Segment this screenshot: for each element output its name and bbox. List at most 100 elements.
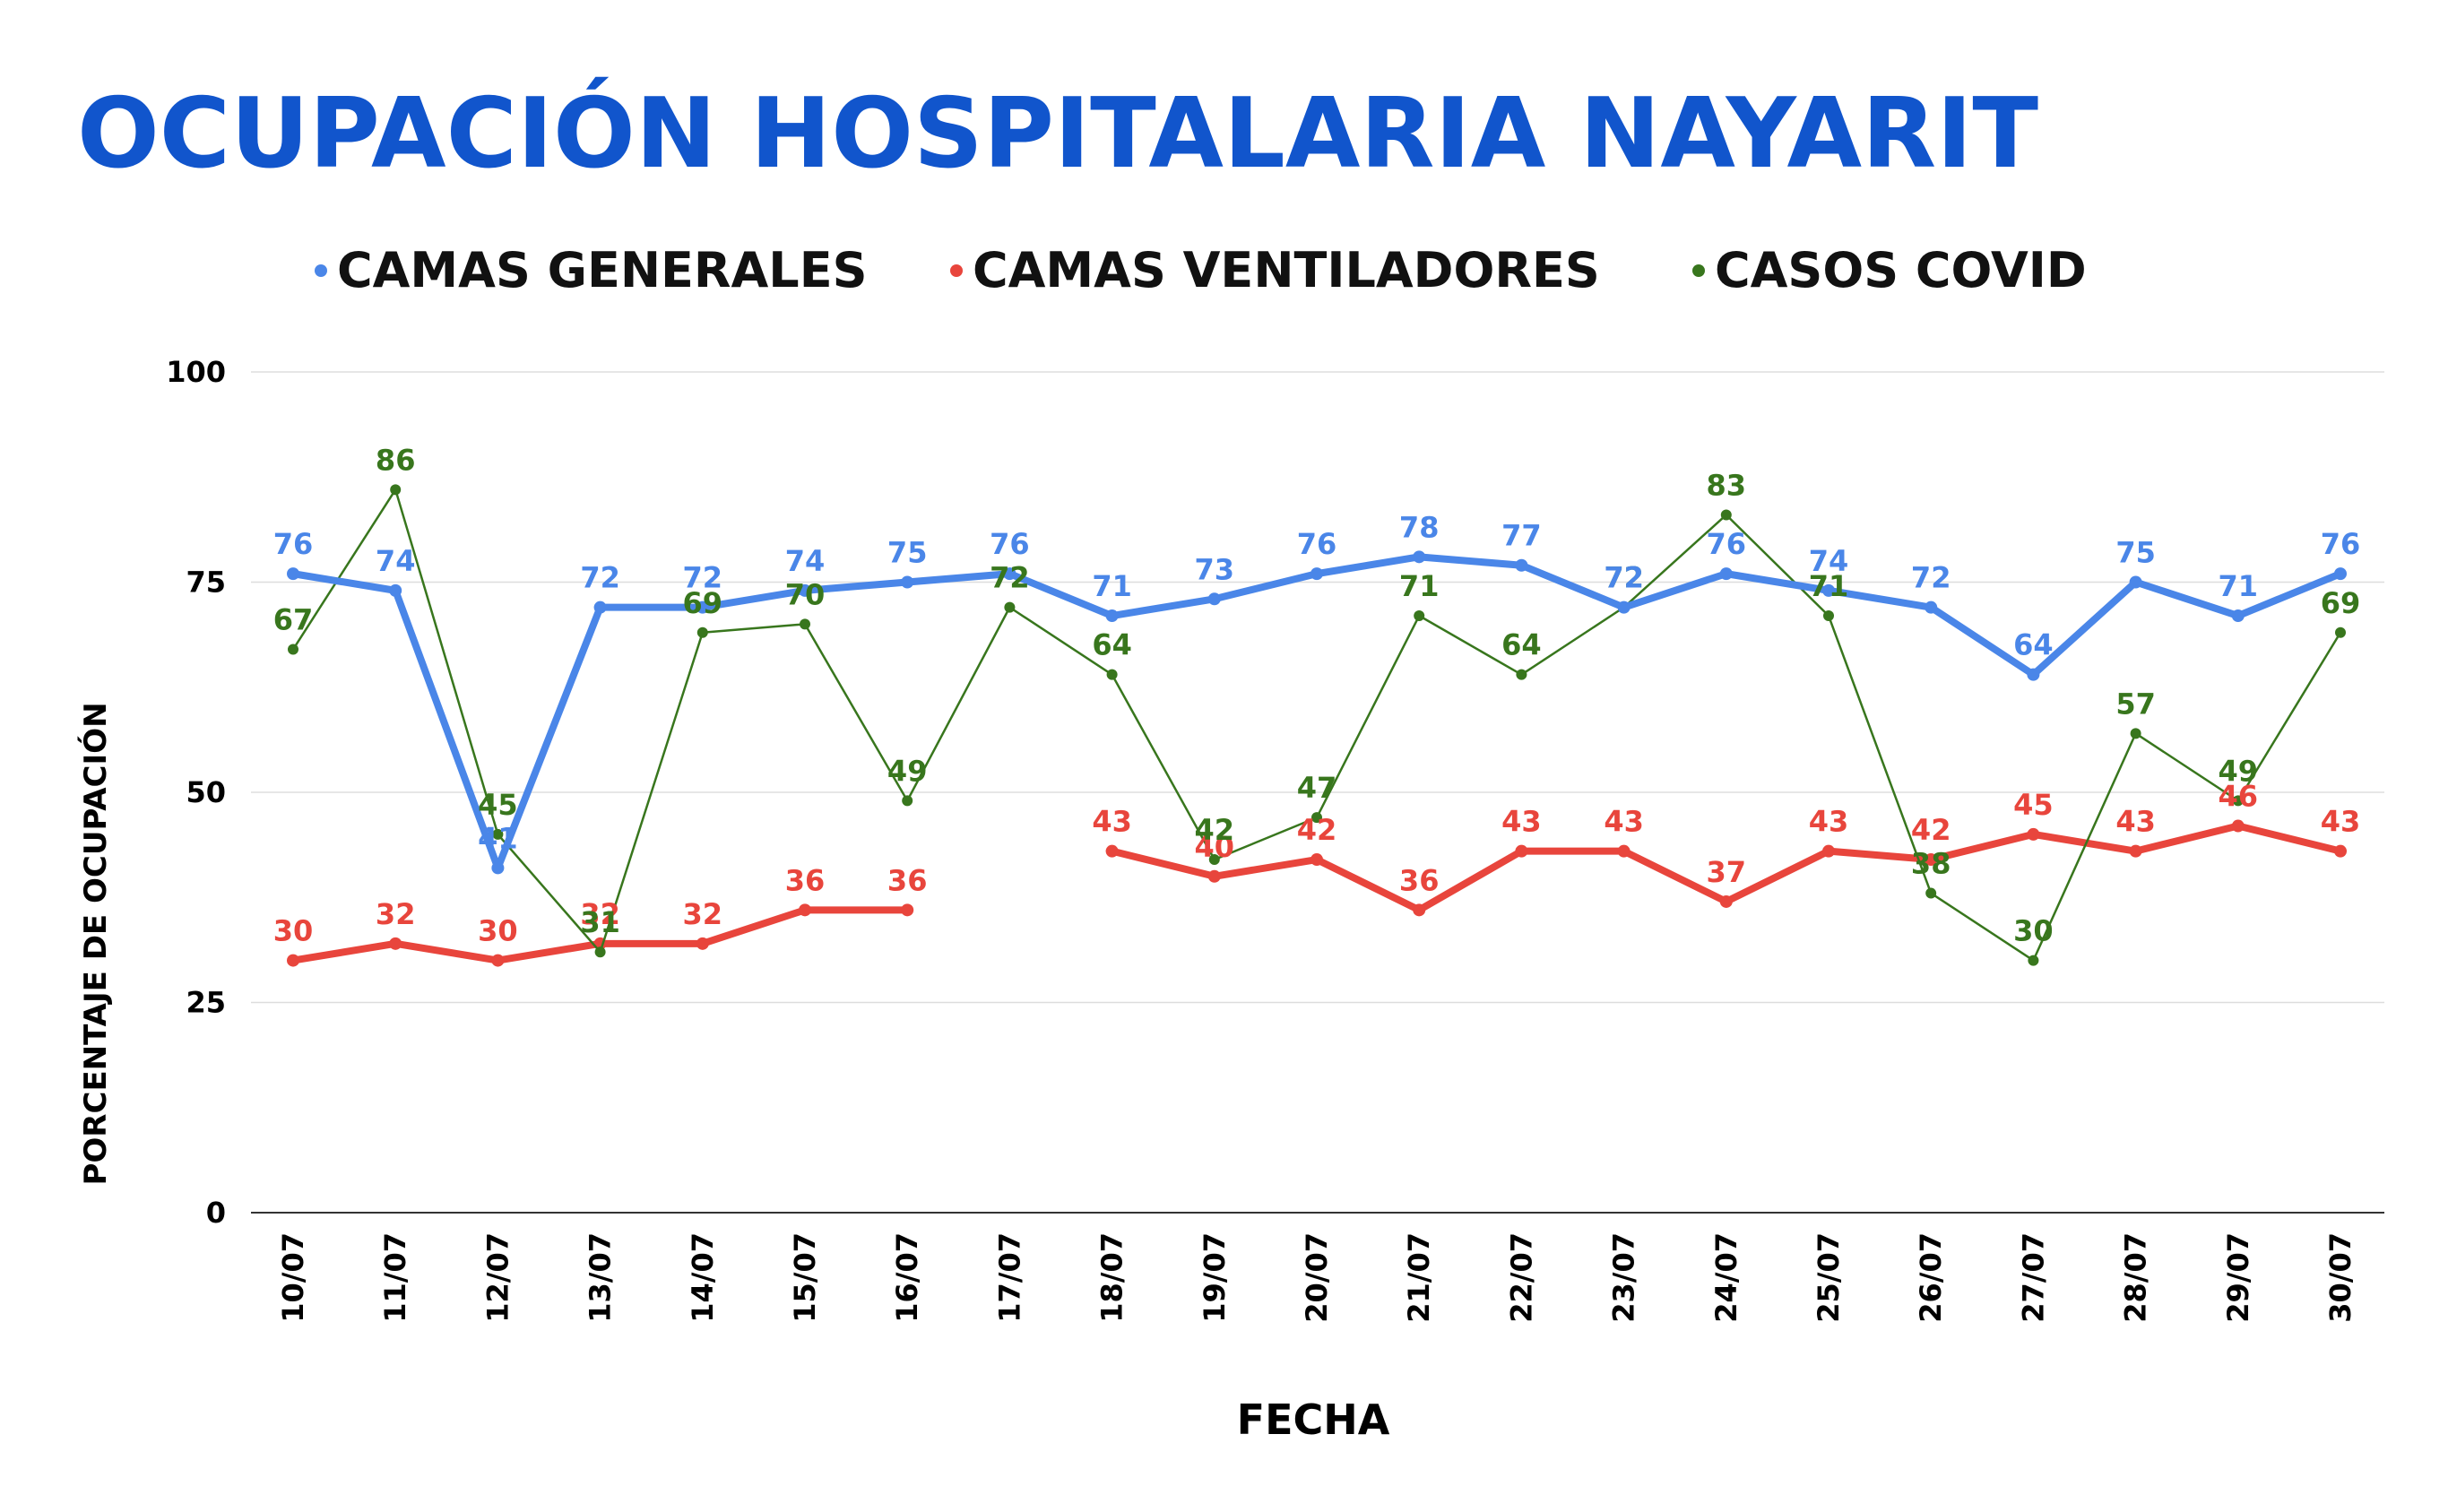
x-tick-label: 20/07 [1300,1232,1334,1323]
data-point [2334,844,2347,858]
data-point [1003,567,1016,581]
data-point [1413,903,1426,917]
data-point [2028,955,2039,966]
gridlines [251,371,2384,1214]
data-point [1822,844,1835,858]
x-tick-label: 21/07 [1402,1232,1436,1323]
data-label: 43 [2321,805,2361,839]
data-label: 43 [1501,805,1542,839]
series-2 [288,484,2346,966]
series-0 [287,550,2347,875]
data-label: 32 [683,897,723,931]
x-tick-label: 14/07 [686,1232,720,1323]
data-point [1925,853,1938,867]
data-point [1515,844,1528,858]
data-label: 36 [785,863,826,897]
data-label: 83 [1707,468,1747,502]
data-label: 38 [1911,847,1951,881]
x-tick-label: 22/07 [1504,1232,1538,1323]
y-tick-label: 0 [206,1196,226,1230]
x-tick-label: 24/07 [1709,1232,1743,1323]
data-point [1617,600,1631,614]
data-point [1925,600,1938,614]
x-tick-label: 23/07 [1607,1232,1641,1323]
legend-label: CAMAS VENTILADORES [973,242,1600,298]
data-label: 72 [683,561,723,595]
y-tick-label: 50 [186,775,226,809]
x-tick-label: 30/07 [2323,1232,2357,1323]
data-label: 49 [887,754,928,788]
x-tick-label: 25/07 [1812,1232,1846,1323]
data-label: 76 [1707,527,1747,561]
data-point [1515,558,1528,572]
y-axis-title: PORCENTAJE DE OCUPACIÓN [77,702,114,1185]
x-tick-label: 18/07 [1095,1232,1129,1323]
x-tick-label: 11/07 [378,1232,412,1323]
data-label: 45 [478,788,518,822]
data-label: 37 [1707,855,1747,889]
legend-marker [1692,264,1705,277]
data-label: 71 [2219,569,2259,603]
data-label: 32 [580,897,620,931]
data-point [1925,887,1937,899]
data-point [2231,609,2245,623]
data-label: 69 [2321,586,2361,620]
data-label: 40 [1195,830,1235,864]
data-point [594,946,606,958]
data-label: 47 [1297,771,1337,805]
legend: CAMAS GENERALES CAMAS VENTILADORES CASOS C… [315,242,2087,298]
data-point [491,954,505,967]
data-point [1105,844,1119,858]
data-point [901,575,914,589]
data-label: 75 [2115,536,2156,570]
data-point [1719,567,1733,581]
y-tick-label: 100 [166,355,226,389]
data-point [696,626,708,638]
data-label: 75 [887,536,928,570]
data-point [1822,583,1835,597]
data-point [2335,626,2346,638]
x-tick-label: 16/07 [890,1232,924,1323]
data-label: 30 [2013,914,2054,948]
data-point [2130,728,2141,739]
data-point [799,903,811,917]
data-point [2129,575,2142,589]
data-point [2027,668,2040,681]
data-label: 70 [785,577,826,611]
data-label: 36 [887,863,928,897]
data-label: 42 [1297,813,1337,847]
data-point [1208,854,1220,866]
x-tick-label: 10/07 [276,1232,310,1323]
data-point [389,583,402,597]
x-axis-ticks: 10/07 11/07 12/07 13/07 14/07 15/07 16/07 17/07… [276,1232,2357,1323]
data-point [1719,894,1733,908]
data-label: 64 [2013,628,2054,662]
data-label: 73 [1195,552,1235,586]
x-tick-label: 26/07 [1914,1232,1948,1323]
data-label: 30 [478,914,518,948]
data-label: 41 [478,821,518,855]
data-point [2027,827,2040,841]
data-point [2129,844,2142,858]
data-label: 76 [2321,527,2361,561]
data-label: 72 [990,561,1030,595]
data-label: 46 [2219,780,2259,814]
data-label: 74 [376,544,416,578]
legend-marker [950,264,963,277]
x-tick-label: 15/07 [788,1232,822,1323]
data-point [799,583,811,597]
data-label: 64 [1092,628,1132,662]
x-tick-label: 29/07 [2221,1232,2255,1323]
data-label: 32 [376,897,416,931]
x-tick-label: 13/07 [584,1232,618,1323]
chart-title: OCUPACIÓN HOSPITALARIA NAYARIT [77,76,2038,190]
data-label: 43 [1604,805,1644,839]
x-axis-title: FECHA [1237,1395,1390,1444]
y-tick-label: 75 [186,566,226,600]
data-label: 71 [1809,569,1849,603]
data-label: 74 [785,544,826,578]
data-label: 42 [1911,813,1951,847]
data-label: 31 [580,905,620,939]
y-axis-ticks: 0 25 50 75 100 [166,355,226,1230]
